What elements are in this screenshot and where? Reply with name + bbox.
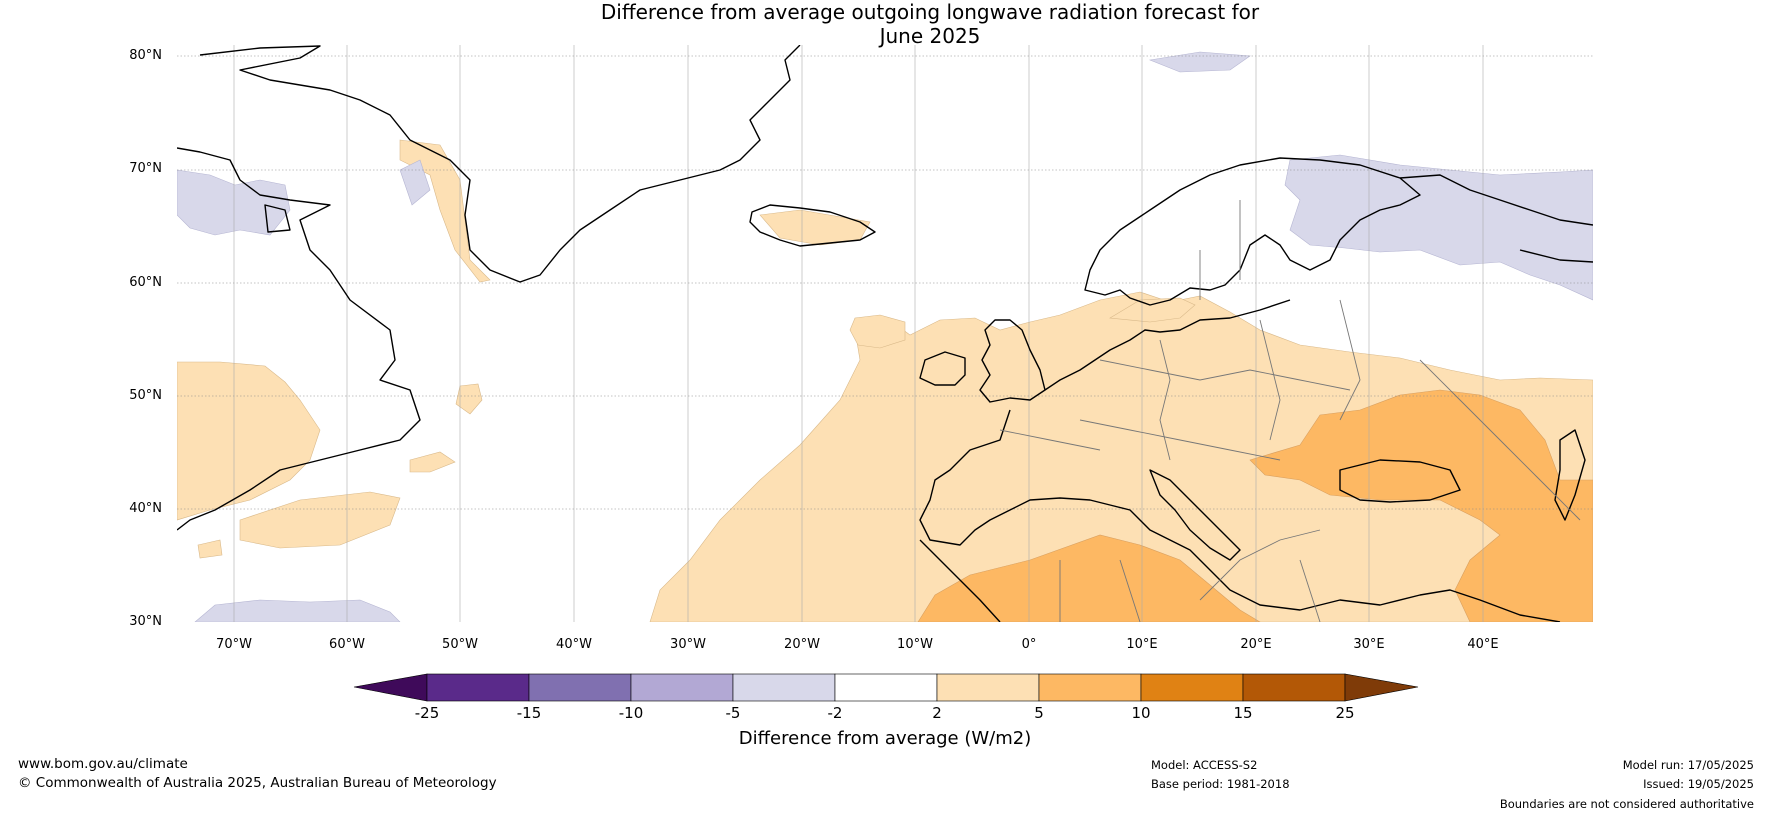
- lat-label-60n: 60°N: [129, 275, 162, 290]
- map-title-line1: Difference from average outgoing longwav…: [600, 0, 1260, 24]
- lon-label-20e: 20°E: [1240, 637, 1272, 652]
- colorbar-tick: -5: [725, 704, 741, 722]
- lon-label-20w: 20°W: [784, 637, 820, 652]
- colorbar-tick: 15: [1233, 704, 1253, 722]
- colorbar-segment-5: [834, 673, 938, 702]
- base-period-text: Base period: 1981-2018: [1151, 777, 1290, 791]
- anomaly-region-atlantic: [849, 314, 906, 349]
- colorbar-segment-6: [936, 673, 1040, 702]
- lon-label-10e: 10°E: [1126, 637, 1158, 652]
- anomaly-field: [177, 51, 1593, 622]
- colorbar-segment-min: [353, 673, 428, 702]
- lon-label-40w: 40°W: [556, 637, 592, 652]
- lat-label-80n: 80°N: [129, 48, 162, 63]
- colorbar-tick: 5: [1034, 704, 1044, 722]
- lat-label-70n: 70°N: [129, 161, 162, 176]
- colorbar-tick: 2: [932, 704, 942, 722]
- lon-label-10w: 10°W: [897, 637, 933, 652]
- colorbar-tick: -15: [516, 704, 542, 722]
- colorbar-segment-9: [1242, 673, 1346, 702]
- anomaly-region-negative-2-5-russia: [1284, 154, 1593, 301]
- anomaly-region-positive-2-5: [649, 291, 1593, 622]
- copyright-text: © Commonwealth of Australia 2025, Austra…: [18, 775, 497, 791]
- anomaly-region-greenland: [399, 139, 491, 283]
- lon-label-0: 0°: [1021, 637, 1037, 652]
- colorbar-tick: 10: [1131, 704, 1151, 722]
- anomaly-region-baltic: [1109, 297, 1196, 323]
- colorbar-segment-max: [1344, 673, 1419, 702]
- lon-label-60w: 60°W: [329, 637, 365, 652]
- lon-label-40e: 40°E: [1467, 637, 1499, 652]
- map-title: Difference from average outgoing longwav…: [0, 0, 1770, 48]
- colorbar-label: Difference from average (W/m2): [738, 728, 1032, 749]
- colorbar-tick: -2: [827, 704, 843, 722]
- anomaly-region-negative-2-5-north-america: [177, 169, 291, 236]
- colorbar-tick: -25: [414, 704, 440, 722]
- website-link[interactable]: www.bom.gov.au/climate: [18, 756, 188, 772]
- country-borders: [999, 200, 1581, 622]
- coastlines: [177, 45, 1593, 622]
- colorbar-segment-8: [1140, 673, 1244, 702]
- boundaries-disclaimer: Boundaries are not considered authoritat…: [1499, 797, 1754, 811]
- anomaly-region-positive-5-10-africa: [917, 534, 1261, 622]
- model-text: Model: ACCESS-S2: [1151, 758, 1258, 772]
- colorbar-segment-3: [630, 673, 734, 702]
- lat-label-30n: 30°N: [129, 614, 162, 629]
- lat-label-40n: 40°N: [129, 501, 162, 516]
- colorbar-segment-2: [528, 673, 632, 702]
- colorbar-segment-1: [426, 673, 530, 702]
- lon-label-30e: 30°E: [1353, 637, 1385, 652]
- anomaly-region-north-america: [177, 361, 321, 521]
- map-title-line2: June 2025: [879, 24, 981, 48]
- colorbar-segment-4: [732, 673, 836, 702]
- issued-text: Issued: 19/05/2025: [1643, 777, 1754, 791]
- anomaly-region-positive-5-10-eastern: [1249, 389, 1593, 622]
- model-run-text: Model run: 17/05/2025: [1622, 758, 1754, 772]
- lon-label-30w: 30°W: [670, 637, 706, 652]
- colorbar-segment-7: [1038, 673, 1142, 702]
- colorbar-tick: 25: [1335, 704, 1355, 722]
- lon-label-70w: 70°W: [216, 637, 252, 652]
- lon-label-50w: 50°W: [442, 637, 478, 652]
- graticule: [177, 55, 1593, 510]
- colorbar-tick: -10: [618, 704, 644, 722]
- lat-label-50n: 50°N: [129, 388, 162, 403]
